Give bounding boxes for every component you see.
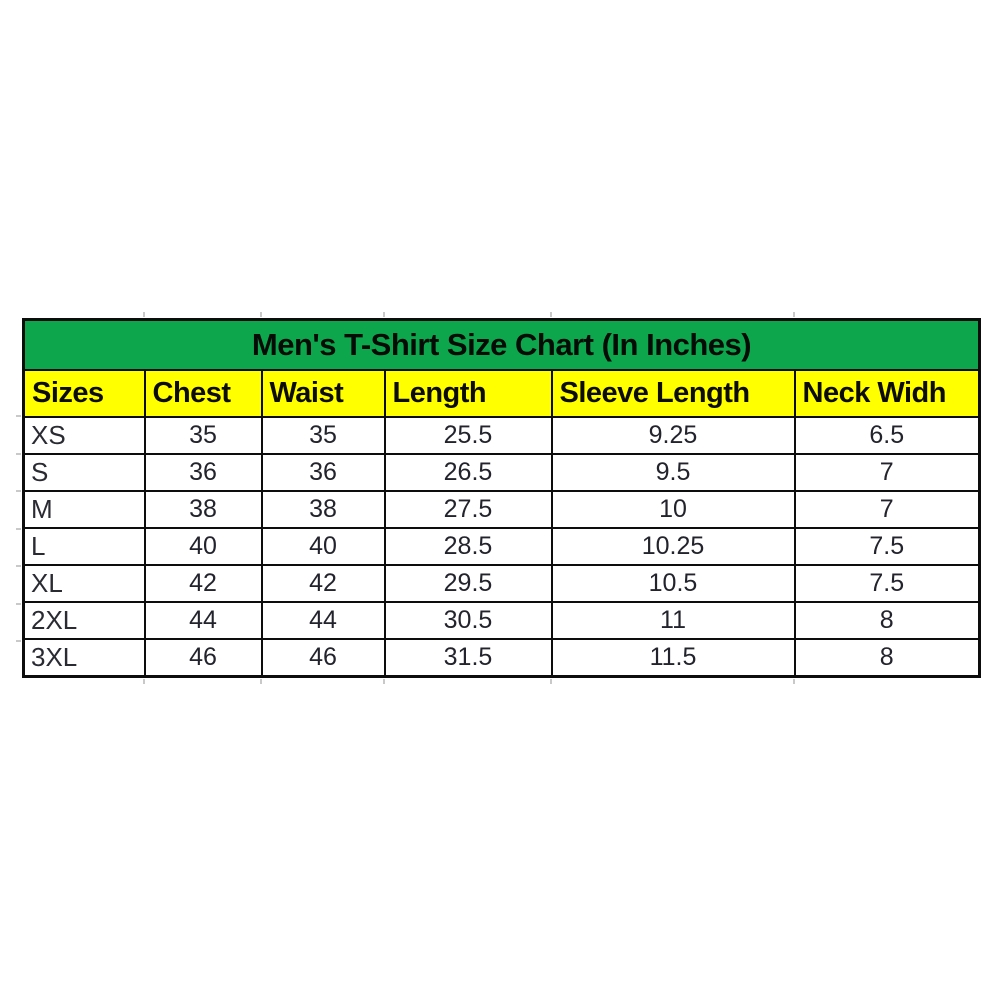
size-chart-container: Men's T-Shirt Size Chart (In Inches) Siz… — [16, 312, 982, 684]
size-label: 2XL — [22, 601, 146, 641]
gridline-tick — [383, 312, 385, 317]
cell-sleeve-length: 11.5 — [550, 638, 796, 678]
cell-sleeve-length: 10.25 — [550, 526, 796, 567]
gridline-tick — [16, 602, 21, 605]
cell-waist: 38 — [260, 489, 386, 529]
size-label: M — [22, 489, 146, 529]
size-label: 3XL — [22, 638, 146, 678]
cell-length: 26.5 — [383, 452, 553, 492]
column-header-chest: Chest — [143, 368, 263, 418]
cell-length: 27.5 — [383, 489, 553, 529]
column-header-sizes: Sizes — [22, 368, 146, 418]
table-header-row: Sizes Chest Waist Length Sleeve Length Neck W… — [22, 368, 981, 418]
cell-waist: 44 — [260, 601, 386, 641]
cell-length: 31.5 — [383, 638, 553, 678]
gridline-tick — [550, 312, 552, 317]
column-header-sleeve-length: Sleeve Length — [550, 368, 796, 418]
table-row-l: L 40 40 28.5 10.25 7.5 — [22, 526, 981, 567]
cell-waist: 46 — [260, 638, 386, 678]
table-title: Men's T-Shirt Size Chart (In Inches) — [22, 318, 981, 371]
table-row-3xl: 3XL 46 46 31.5 11.5 8 — [22, 638, 981, 678]
column-header-waist: Waist — [260, 368, 386, 418]
cell-chest: 40 — [143, 526, 263, 567]
size-chart-table: Men's T-Shirt Size Chart (In Inches) Siz… — [22, 318, 982, 678]
cell-neck-width: 7.5 — [793, 526, 981, 567]
cell-chest: 35 — [143, 415, 263, 455]
gridline-tick — [16, 415, 21, 417]
table-body: XS 35 35 25.5 9.25 6.5 S 36 36 26.5 9.5 7 M 38 38 27.5 1… — [22, 415, 981, 678]
gridline-tick — [143, 312, 145, 317]
size-label: XL — [22, 564, 146, 604]
cell-length: 30.5 — [383, 601, 553, 641]
cell-waist: 35 — [260, 415, 386, 455]
table-row-xl: XL 42 42 29.5 10.5 7.5 — [22, 564, 981, 604]
gridline-tick — [16, 565, 21, 568]
cell-waist: 42 — [260, 564, 386, 604]
cell-neck-width: 8 — [793, 601, 981, 641]
gridline-tick — [260, 312, 262, 317]
table-title-row: Men's T-Shirt Size Chart (In Inches) — [22, 318, 981, 371]
table-row-m: M 38 38 27.5 10 7 — [22, 489, 981, 529]
cell-neck-width: 6.5 — [793, 415, 981, 455]
cell-chest: 42 — [143, 564, 263, 604]
table-row-xs: XS 35 35 25.5 9.25 6.5 — [22, 415, 981, 455]
gridline-tick — [143, 679, 145, 684]
gridline-tick — [260, 679, 262, 684]
cell-length: 25.5 — [383, 415, 553, 455]
table-row-s: S 36 36 26.5 9.5 7 — [22, 452, 981, 492]
gridline-tick — [16, 640, 21, 643]
cell-neck-width: 7 — [793, 452, 981, 492]
cell-sleeve-length: 10 — [550, 489, 796, 529]
gridline-tick — [550, 679, 552, 684]
cell-length: 28.5 — [383, 526, 553, 567]
cell-chest: 46 — [143, 638, 263, 678]
gridline-tick — [793, 679, 795, 684]
cell-sleeve-length: 9.25 — [550, 415, 796, 455]
table-row-2xl: 2XL 44 44 30.5 11 8 — [22, 601, 981, 641]
cell-sleeve-length: 10.5 — [550, 564, 796, 604]
gridline-tick — [16, 527, 21, 530]
cell-length: 29.5 — [383, 564, 553, 604]
cell-chest: 38 — [143, 489, 263, 529]
column-header-neck-widh: Neck Widh — [793, 368, 981, 418]
cell-neck-width: 7.5 — [793, 564, 981, 604]
cell-chest: 44 — [143, 601, 263, 641]
cell-waist: 40 — [260, 526, 386, 567]
column-header-length: Length — [383, 368, 553, 418]
cell-sleeve-length: 11 — [550, 601, 796, 641]
gridline-tick — [16, 490, 21, 493]
size-label: S — [22, 452, 146, 492]
gridline-tick — [383, 679, 385, 684]
cell-sleeve-length: 9.5 — [550, 452, 796, 492]
gridline-tick — [16, 452, 21, 455]
cell-waist: 36 — [260, 452, 386, 492]
size-label: XS — [22, 415, 146, 455]
cell-neck-width: 8 — [793, 638, 981, 678]
cell-chest: 36 — [143, 452, 263, 492]
gridline-tick — [793, 312, 795, 317]
size-label: L — [22, 526, 146, 567]
cell-neck-width: 7 — [793, 489, 981, 529]
